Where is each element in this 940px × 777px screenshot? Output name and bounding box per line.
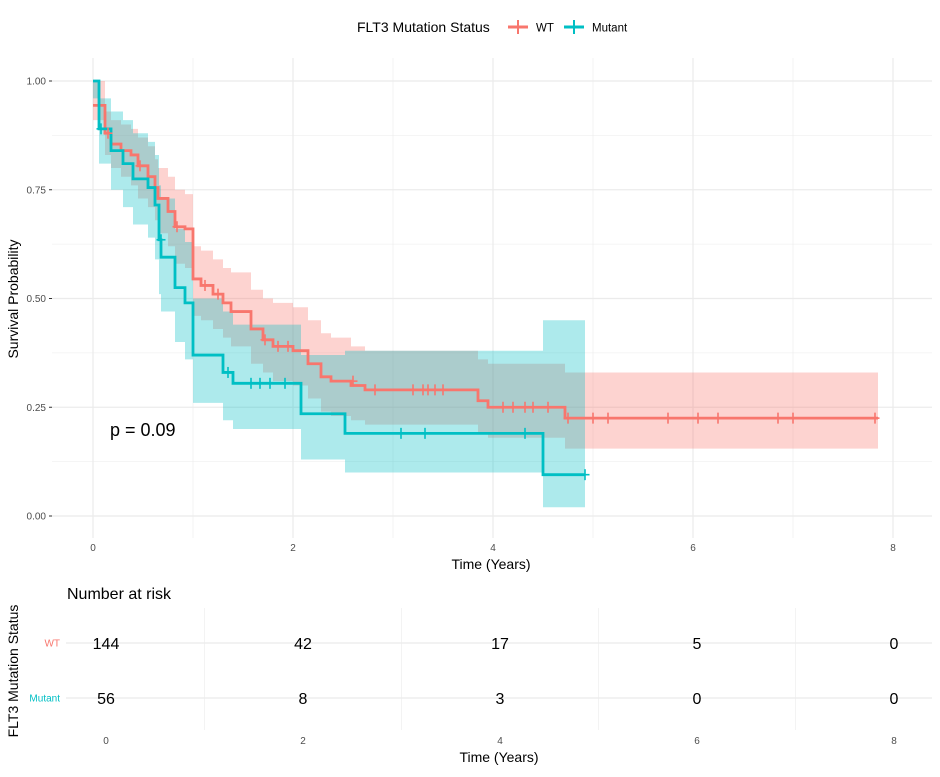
censor-mark-wt — [408, 384, 418, 396]
risk-count-cell: 42 — [294, 636, 312, 653]
ci-band-mutant — [93, 81, 585, 508]
censor-mark-mutant — [420, 427, 430, 439]
censor-mark-wt — [348, 375, 358, 387]
censor-mark-wt — [663, 412, 673, 424]
risk-table-cells: WT 144 42 17 5 0 Mutant 56 8 3 0 0 — [29, 636, 898, 708]
censor-mark-mutant — [246, 377, 256, 389]
main-y-tick-label: 0.25 — [27, 403, 47, 414]
censor-mark-mutant — [580, 469, 590, 481]
legend-wt-label: WT — [536, 23, 554, 35]
main-y-tick-label: 0.50 — [27, 294, 47, 305]
censor-mark-mutant — [156, 234, 166, 246]
legend-entry-mutant: Mutant — [564, 20, 628, 35]
risk-count-cell: 0 — [890, 636, 899, 653]
censor-mark-wt — [430, 384, 440, 396]
risk-count-cell: 8 — [299, 691, 308, 708]
censor-mark-wt — [498, 401, 508, 413]
risk-row-label-mutant: Mutant — [29, 694, 60, 705]
ci-band-wt — [93, 81, 878, 449]
legend: FLT3 Mutation Status WT Mutant — [357, 19, 628, 35]
main-axis-ticks: 0 2 4 6 8 0.00 0.25 0.50 0.75 1.00 — [27, 77, 897, 555]
risk-x-tick-label: 6 — [694, 736, 700, 747]
confidence-bands — [93, 81, 878, 508]
censor-mark-wt — [788, 412, 798, 424]
main-x-axis-label: Time (Years) — [451, 556, 530, 572]
censor-mark-wt — [588, 412, 598, 424]
risk-count-cell: 3 — [496, 691, 505, 708]
censor-mark-wt — [543, 401, 553, 413]
censor-mark-mutant — [96, 123, 106, 135]
main-x-tick-label: 0 — [90, 543, 96, 554]
risk-count-cell: 17 — [491, 636, 509, 653]
legend-mutant-label: Mutant — [592, 23, 628, 35]
censor-mark-mutant — [265, 377, 275, 389]
p-value-annotation: p = 0.09 — [110, 420, 176, 440]
censor-mark-mutant — [223, 366, 233, 378]
censor-mark-wt — [103, 127, 113, 139]
risk-count-cell: 56 — [97, 691, 115, 708]
censor-mark-wt — [273, 340, 283, 352]
censor-mark-wt — [520, 401, 530, 413]
censor-mark-wt — [200, 279, 210, 291]
risk-table-gridlines — [66, 608, 932, 730]
legend-entry-wt: WT — [508, 20, 554, 35]
censor-mark-wt — [693, 412, 703, 424]
risk-count-cell: 144 — [93, 636, 120, 653]
main-y-axis-label: Survival Probability — [5, 239, 21, 358]
risk-y-axis-label: FLT3 Mutation Status — [5, 605, 21, 738]
censor-marks — [96, 123, 880, 481]
main-x-tick-label: 2 — [290, 543, 296, 554]
main-y-tick-label: 1.00 — [27, 77, 47, 88]
censor-mark-wt — [283, 340, 293, 352]
censor-mark-wt — [603, 412, 613, 424]
risk-count-cell: 5 — [693, 636, 702, 653]
censor-mark-mutant — [396, 427, 406, 439]
risk-x-tick-label: 2 — [300, 736, 306, 747]
censor-mark-wt — [713, 412, 723, 424]
risk-x-tick-label: 0 — [103, 736, 109, 747]
risk-table-title: Number at risk — [67, 586, 172, 603]
censor-mark-wt — [370, 384, 380, 396]
censor-mark-wt — [213, 288, 223, 300]
censor-mark-wt — [135, 160, 145, 172]
survival-curve-mutant — [93, 79, 585, 477]
risk-count-cell: 0 — [890, 691, 899, 708]
censor-mark-wt — [563, 412, 573, 424]
main-x-tick-label: 6 — [690, 543, 696, 554]
censor-mark-wt — [528, 401, 538, 413]
censor-mark-wt — [172, 221, 182, 233]
risk-row-label-wt: WT — [44, 639, 60, 650]
censor-mark-wt — [438, 384, 448, 396]
main-x-tick-label: 8 — [890, 543, 896, 554]
main-gridlines — [52, 58, 932, 538]
censor-mark-mutant — [255, 377, 265, 389]
main-x-tick-label: 4 — [490, 543, 496, 554]
main-y-tick-label: 0.75 — [27, 185, 47, 196]
risk-x-tick-label: 8 — [891, 736, 897, 747]
censor-mark-wt — [508, 401, 518, 413]
risk-table-axis-ticks: 0 2 4 6 8 — [103, 736, 897, 747]
risk-x-axis-label: Time (Years) — [459, 749, 538, 765]
censor-mark-wt — [870, 412, 880, 424]
censor-mark-mutant — [520, 427, 530, 439]
censor-mark-wt — [773, 412, 783, 424]
censor-mark-wt — [260, 334, 270, 346]
risk-x-tick-label: 4 — [497, 736, 503, 747]
risk-count-cell: 0 — [693, 691, 702, 708]
censor-mark-mutant — [280, 377, 290, 389]
main-y-tick-label: 0.00 — [27, 512, 47, 523]
legend-title: FLT3 Mutation Status — [357, 19, 490, 35]
